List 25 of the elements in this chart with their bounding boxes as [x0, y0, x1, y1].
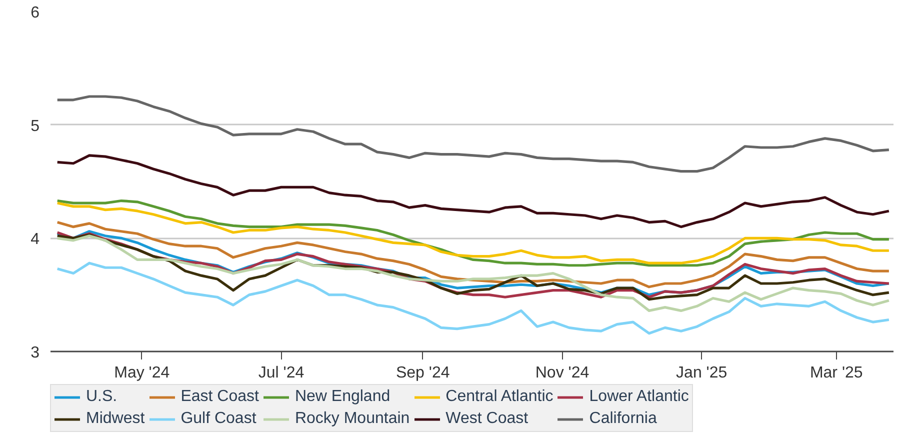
legend-label: East Coast: [180, 388, 259, 406]
y-tick-label: 5: [30, 118, 40, 135]
legend-label: New England: [294, 388, 390, 406]
legend-label: Central Atlantic: [446, 388, 554, 406]
y-tick-label: 3: [30, 344, 40, 362]
x-tick-label: Jan '25: [676, 364, 728, 382]
line-series: [56, 262, 890, 335]
line-series: [56, 234, 890, 312]
y-tick-label: 6: [30, 4, 40, 22]
x-tick-label: Sep '24: [396, 364, 450, 382]
legend-label: California: [589, 410, 657, 428]
legend-label: Midwest: [86, 410, 145, 428]
legend-label: Lower Atlantic: [589, 388, 689, 406]
legend-label: U.S.: [86, 388, 118, 406]
legend-label: West Coast: [446, 410, 528, 428]
legend-label: Gulf Coast: [180, 410, 256, 428]
x-tick-label: May '24: [114, 364, 170, 382]
x-tick-label: Jul '24: [258, 364, 304, 382]
x-tick-label: Nov '24: [535, 364, 590, 382]
line-series: [56, 221, 890, 288]
legend-label: Rocky Mountain: [294, 410, 410, 428]
x-tick-label: Mar '25: [810, 364, 863, 382]
line-series: [56, 154, 890, 228]
line-series: [56, 95, 890, 173]
y-tick-label: 4: [30, 231, 40, 248]
